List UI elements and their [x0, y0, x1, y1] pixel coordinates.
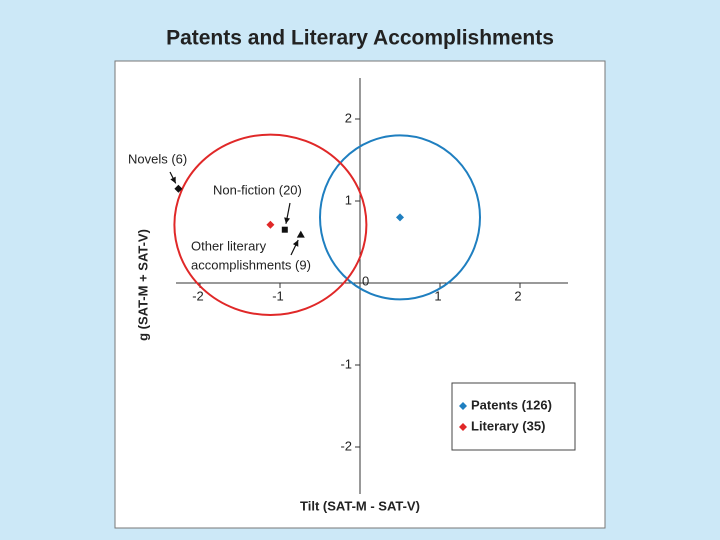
y-axis-title: g (SAT-M + SAT-V) [135, 229, 150, 341]
legend-marker [459, 423, 467, 431]
legend-label: Literary (35) [471, 418, 545, 433]
x-tick-label: 1 [434, 288, 441, 303]
spread-circle [319, 134, 481, 301]
annotation: Non-fiction (20) [213, 182, 302, 197]
arrow-head [284, 217, 291, 224]
legend-marker [459, 402, 467, 410]
x-tick-label: -1 [272, 288, 284, 303]
chart-title: Patents and Literary Accomplishments [166, 27, 554, 50]
x-tick-label: 0 [362, 273, 369, 288]
annotation: Novels (6) [128, 151, 187, 166]
centroid-point [396, 213, 404, 222]
y-tick-label: 2 [345, 110, 352, 125]
arrow-head [292, 240, 299, 247]
annotation: Other literary [191, 238, 267, 253]
y-tick-label: -2 [340, 438, 352, 453]
annotation: accomplishments (9) [191, 257, 311, 272]
subgroup-point [296, 230, 305, 238]
y-tick-label: -1 [340, 356, 352, 371]
x-tick-label: 2 [514, 288, 521, 303]
legend-label: Patents (126) [471, 397, 552, 412]
arrow-head [170, 176, 176, 184]
x-tick-label: -2 [192, 288, 204, 303]
y-tick-label: 1 [345, 192, 352, 207]
legend-box [451, 382, 576, 451]
spread-circle [173, 133, 368, 316]
subgroup-point [281, 226, 288, 233]
x-axis-title: Tilt (SAT-M - SAT-V) [300, 498, 420, 513]
centroid-point [266, 220, 275, 229]
subgroup-point [174, 184, 183, 193]
